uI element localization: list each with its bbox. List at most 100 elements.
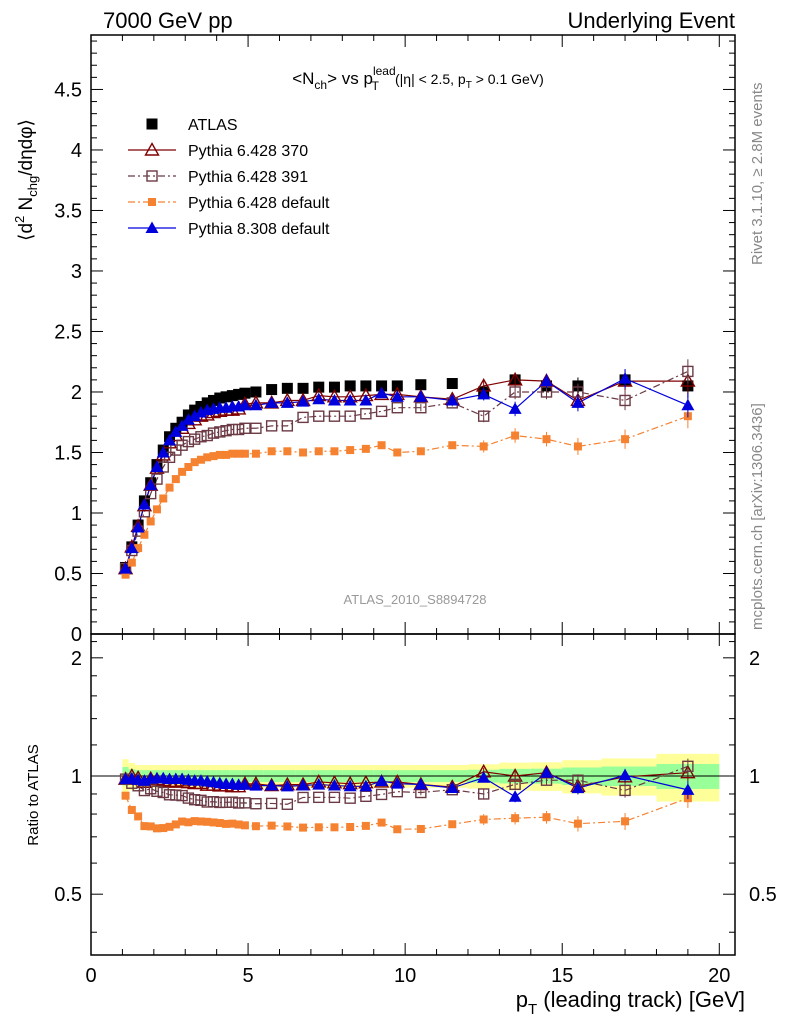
point-pythia-6-428-default <box>448 441 457 450</box>
ratio-point-pythia-6-428-default <box>222 819 231 828</box>
point-pythia-6-428-default <box>121 570 130 579</box>
point-pythia-6-428-default <box>346 446 355 455</box>
ratio-point-pythia-6-428-391 <box>250 798 262 810</box>
point-pythia-6-428-default <box>209 452 218 461</box>
point-pythia-8-308-default <box>175 419 189 431</box>
point-pythia-8-308-default <box>343 393 357 406</box>
point-pythia-6-428-391 <box>151 473 163 485</box>
ratio-point-pythia-8-308-default <box>571 781 585 794</box>
chart-title: <Nch> vs plead T (|η| < 2.5, pT > 0.1 GeV) <box>292 64 544 93</box>
point-pythia-6-428-391 <box>239 422 251 434</box>
point-pythia-6-428-391 <box>226 423 239 436</box>
point-pythia-8-308-default <box>163 433 177 446</box>
point-pythia-6-428-default <box>511 431 520 440</box>
point-pythia-8-308-default <box>390 390 404 402</box>
y-tick-label: 0 <box>71 624 82 646</box>
ratio-point-pythia-6-428-391 <box>619 784 631 797</box>
ratio-point-pythia-8-308-default <box>327 778 341 791</box>
ratio-point-pythia-6-428-391 <box>195 794 207 807</box>
ratio-point-pythia-6-428-default <box>240 821 249 830</box>
title-part-b: > vs p <box>327 69 373 88</box>
ratio-point-pythia-6-428-default <box>134 812 143 821</box>
point-pythia-6-428-391 <box>344 410 356 422</box>
ylabel-sub: chg <box>25 176 40 197</box>
y-tick-label: 3.5 <box>54 200 82 222</box>
legend-label-atlas: ATLAS <box>188 117 238 134</box>
point-pythia-6-428-default <box>134 544 143 553</box>
point-pythia-6-428-default <box>299 448 308 457</box>
point-pythia-8-308-default <box>681 398 695 411</box>
point-pythia-8-308-default <box>327 393 341 406</box>
point-pythia-6-428-391 <box>297 411 309 424</box>
ratio-point-pythia-6-428-391 <box>182 792 195 804</box>
ratio-y-tick-label-right: 0.5 <box>749 884 777 906</box>
point-atlas <box>214 392 226 404</box>
ratio-point-pythia-6-428-default <box>346 823 355 832</box>
x-tick-label: 15 <box>551 965 573 987</box>
point-pythia-8-308-default <box>181 413 195 425</box>
ratio-point-pythia-6-428-391 <box>360 790 372 802</box>
point-pythia-6-428-default <box>190 458 199 467</box>
point-pythia-6-428-default <box>361 444 370 453</box>
point-atlas <box>297 382 309 394</box>
ratio-point-pythia-6-428-default <box>479 815 488 824</box>
xlabel-a: p <box>516 987 528 1012</box>
point-pythia-6-428-default <box>165 483 174 492</box>
ratio-point-pythia-6-428-default <box>511 814 520 823</box>
point-pythia-8-308-default <box>125 541 139 554</box>
ratio-point-pythia-8-308-default <box>265 779 279 791</box>
ratio-point-pythia-8-308-default <box>359 779 373 792</box>
legend-label-pythia-6-428-370: Pythia 6.428 370 <box>188 143 308 160</box>
ratio-plot-frame <box>90 633 736 956</box>
ratio-point-pythia-6-428-default <box>152 824 161 833</box>
point-pythia-8-308-default <box>540 374 554 387</box>
ratio-point-pythia-6-428-default <box>251 822 260 831</box>
title-cut-b: > 0.1 GeV) <box>472 71 544 87</box>
point-pythia-6-428-391 <box>214 426 226 438</box>
point-atlas <box>360 380 372 392</box>
ratio-point-pythia-6-428-default <box>203 817 212 826</box>
point-pythia-6-428-default <box>479 442 488 451</box>
y-axis-label: ⟨d2 Nchg/dηdφ⟩ <box>12 119 40 241</box>
point-pythia-6-428-391 <box>182 435 195 448</box>
point-pythia-6-428-391 <box>220 425 232 437</box>
ratio-point-pythia-6-428-default <box>121 791 130 800</box>
point-pythia-6-428-391 <box>188 433 201 445</box>
x-tick-label: 0 <box>85 965 96 987</box>
ylabel-sup: 2 <box>12 216 27 223</box>
title-cut-sub: T <box>466 80 472 91</box>
ratio-point-pythia-6-428-default <box>267 821 276 830</box>
ratio-y-tick-label: 1 <box>71 766 82 788</box>
point-pythia-6-428-391 <box>176 439 188 451</box>
ratio-point-pythia-6-428-default <box>165 822 174 831</box>
ratio-y-tick-label-right: 1 <box>749 766 760 788</box>
legend-label-pythia-8-308-default: Pythia 8.308 default <box>188 221 330 238</box>
ratio-point-pythia-6-428-391 <box>281 798 294 810</box>
x-tick-label: 10 <box>394 965 416 987</box>
ratio-point-pythia-6-428-default <box>573 819 582 828</box>
point-pythia-6-428-default <box>377 441 386 450</box>
point-pythia-8-308-default <box>359 393 373 406</box>
y-tick-label: 0.5 <box>54 563 82 585</box>
ratio-line-pythia-6-428-391 <box>125 765 689 805</box>
ratio-point-pythia-6-428-default <box>283 822 292 831</box>
ratio-y-tick-label-right: 2 <box>749 648 760 670</box>
series-markers <box>117 359 696 834</box>
ratio-point-pythia-6-428-391 <box>201 796 213 808</box>
point-pythia-6-428-default <box>196 455 205 464</box>
point-atlas <box>233 388 245 400</box>
legend-marker-pythia-8-308-default <box>145 221 159 233</box>
point-atlas <box>250 386 262 398</box>
point-atlas <box>266 384 278 396</box>
point-pythia-6-428-391 <box>265 420 278 432</box>
ratio-point-pythia-6-428-default <box>377 818 386 827</box>
point-atlas <box>391 380 403 392</box>
ratio-point-pythia-6-428-391 <box>151 785 163 797</box>
point-pythia-6-428-default <box>184 463 193 472</box>
y-tick-label: 3 <box>71 261 82 283</box>
ratio-point-pythia-6-428-391 <box>344 792 356 804</box>
legend-marker-pythia-6-428-default <box>148 198 156 206</box>
title-sup-lead: lead <box>373 64 396 78</box>
point-pythia-8-308-default <box>188 409 202 422</box>
ratio-point-pythia-8-308-default <box>508 790 522 802</box>
